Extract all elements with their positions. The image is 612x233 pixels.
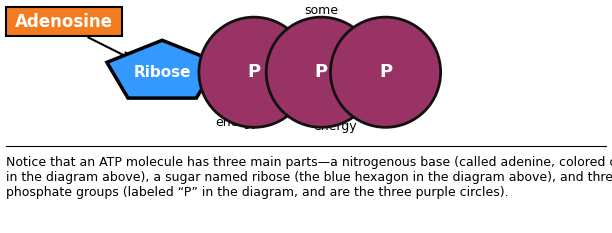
Text: P: P — [315, 63, 328, 81]
Text: P: P — [379, 63, 392, 81]
Text: Notice that an ATP molecule has three main parts—a nitrogenous base (called aden: Notice that an ATP molecule has three ma… — [6, 156, 612, 199]
Text: Ribose: Ribose — [133, 65, 191, 80]
Ellipse shape — [330, 17, 441, 127]
Text: some
energy: some energy — [299, 4, 343, 32]
Ellipse shape — [266, 17, 376, 127]
Text: alot of
energy: alot of energy — [313, 106, 357, 134]
Text: P: P — [247, 63, 261, 81]
Ellipse shape — [199, 17, 309, 127]
Text: little bit
energy: little bit energy — [214, 101, 261, 129]
Text: Adenosine: Adenosine — [15, 13, 113, 31]
Polygon shape — [107, 40, 217, 98]
FancyBboxPatch shape — [6, 7, 122, 36]
